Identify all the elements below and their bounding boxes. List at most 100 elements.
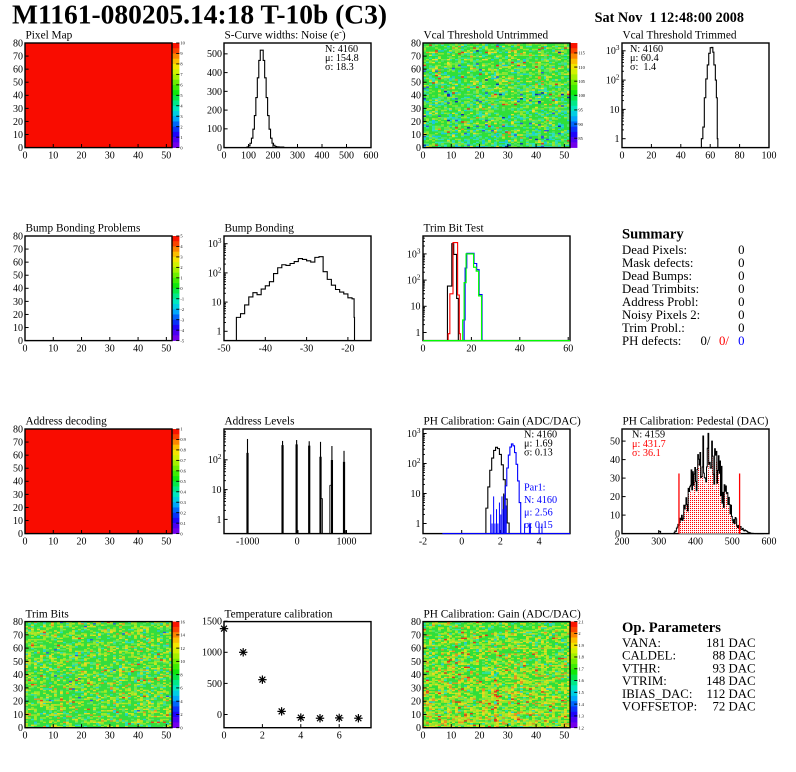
svg-text:-4: -4 [180,328,184,333]
svg-text:0: 0 [738,269,744,283]
svg-text:0: 0 [180,145,183,150]
svg-text:Noisy Pixels 2:: Noisy Pixels 2: [622,308,700,322]
svg-text:4: 4 [180,699,183,704]
svg-text:10: 10 [13,516,23,527]
svg-text:Dead Pixels:: Dead Pixels: [622,243,687,257]
svg-text:Pixel Map: Pixel Map [26,30,73,42]
svg-text:12: 12 [180,646,184,651]
svg-text:10: 10 [446,151,456,162]
svg-text:2.1: 2.1 [578,619,584,624]
svg-text:0: 0 [738,295,744,309]
svg-text:10: 10 [411,302,421,313]
svg-text:60: 60 [563,344,573,355]
svg-text:60: 60 [411,644,421,655]
svg-text:40: 40 [13,477,23,488]
svg-text:CALDEL:: CALDEL: [622,649,676,663]
svg-text:Trim Bits: Trim Bits [26,609,69,621]
svg-text:0/: 0/ [701,334,711,348]
svg-text:4: 4 [537,537,542,548]
svg-text:0: 0 [421,151,426,162]
svg-text:1: 1 [416,328,421,339]
svg-text:Bump Bonding Problems: Bump Bonding Problems [26,223,141,235]
svg-text:PH Calibration: Gain (ADC/DAC): PH Calibration: Gain (ADC/DAC) [424,416,581,428]
svg-text:-2: -2 [419,537,427,548]
svg-text:20: 20 [475,151,485,162]
svg-text:Dead Bumps:: Dead Bumps: [622,269,692,283]
svg-text:10: 10 [180,659,185,664]
svg-text:0.1: 0.1 [180,521,186,526]
svg-text:50: 50 [411,78,421,89]
svg-text:Mask defects:: Mask defects: [622,256,693,270]
svg-text:70: 70 [13,438,23,449]
svg-text:Bump Bonding: Bump Bonding [225,223,295,235]
svg-text:10: 10 [411,710,421,721]
svg-text:Address Probl:: Address Probl: [622,295,698,309]
svg-text:60: 60 [411,65,421,76]
svg-text:1: 1 [180,276,182,281]
svg-text:IBIAS_DAC:: IBIAS_DAC: [622,687,692,701]
svg-text:110: 110 [578,65,585,70]
svg-text:40: 40 [610,455,620,466]
svg-text:40: 40 [411,670,421,681]
svg-text:0: 0 [180,531,183,536]
svg-text:115: 115 [578,51,585,56]
svg-text:1: 1 [217,327,222,338]
svg-text:20: 20 [77,537,87,548]
svg-text:0: 0 [23,344,28,355]
svg-text:2: 2 [180,265,182,270]
svg-text:40: 40 [411,91,421,102]
svg-text:N: 4160: N: 4160 [524,495,557,506]
svg-text:0: 0 [615,529,620,540]
svg-text:1.7: 1.7 [578,667,584,672]
svg-text:400: 400 [688,537,703,548]
svg-text:300: 300 [290,151,305,162]
svg-text:50: 50 [161,731,171,742]
svg-text:M1161-080205.14:18 T-10b (C3): M1161-080205.14:18 T-10b (C3) [12,0,387,30]
svg-text:14: 14 [180,633,185,638]
svg-text:Address decoding: Address decoding [26,416,108,428]
svg-text:μ: 60.4: μ: 60.4 [630,53,659,64]
svg-text:80: 80 [735,151,745,162]
svg-text:30: 30 [610,474,620,485]
svg-text:40: 40 [515,344,525,355]
svg-text:400: 400 [315,151,330,162]
svg-text:0: 0 [459,537,464,548]
svg-text:1000: 1000 [202,648,222,659]
svg-text:N: 4159: N: 4159 [632,430,665,441]
svg-text:PH Calibration: Pedestal (DAC): PH Calibration: Pedestal (DAC) [623,416,769,428]
svg-text:1.9: 1.9 [578,643,584,648]
svg-text:1.4: 1.4 [578,702,584,707]
svg-text:-20: -20 [341,344,354,355]
svg-text:0: 0 [738,321,744,335]
svg-text:40: 40 [133,731,143,742]
svg-text:2: 2 [578,631,580,636]
svg-text:50: 50 [411,657,421,668]
svg-text:60: 60 [705,151,715,162]
svg-text:200: 200 [615,537,630,548]
svg-text:0: 0 [217,710,222,721]
svg-text:10: 10 [610,105,620,116]
svg-text:500: 500 [207,679,222,690]
svg-text:10: 10 [13,323,23,334]
svg-text:500: 500 [207,49,222,60]
svg-text:50: 50 [610,437,620,448]
svg-text:0.6: 0.6 [180,469,186,474]
svg-text:30: 30 [105,537,115,548]
svg-text:S-Curve widths: Noise (e-): S-Curve widths: Noise (e-) [225,27,346,42]
svg-text:σ: 18.3: σ: 18.3 [325,62,354,73]
svg-text:16: 16 [180,619,185,624]
svg-text:50: 50 [13,657,23,668]
svg-text:-1000: -1000 [236,537,259,548]
svg-text:10: 10 [13,130,23,141]
svg-text:40: 40 [133,151,143,162]
svg-text:6: 6 [337,731,342,742]
svg-text:40: 40 [531,731,541,742]
svg-text:7: 7 [180,72,183,77]
svg-text:70: 70 [411,52,421,63]
svg-text:0: 0 [416,723,421,734]
svg-text:σ: 1.4: σ: 1.4 [630,62,656,73]
svg-text:1: 1 [615,134,620,145]
svg-text:2: 2 [260,731,265,742]
svg-text:20: 20 [646,151,656,162]
svg-text:10: 10 [446,731,456,742]
